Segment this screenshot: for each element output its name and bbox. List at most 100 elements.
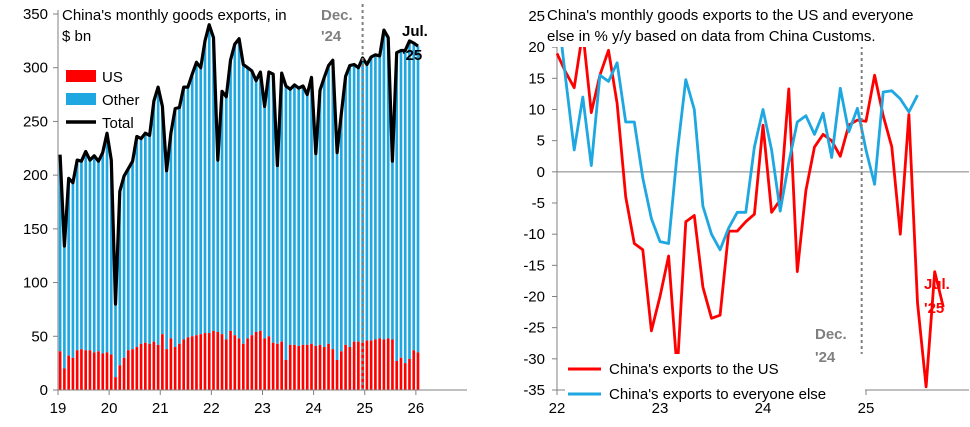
bar-other <box>114 304 117 378</box>
bar-us <box>403 363 407 390</box>
bar-us <box>416 352 420 390</box>
bar-other <box>67 178 70 356</box>
bar-other <box>190 74 194 337</box>
legend-swatch-us <box>66 70 96 82</box>
bar-us <box>254 331 258 390</box>
chart-title-line: China's monthly goods exports, in <box>62 7 287 24</box>
bar-us <box>131 349 134 390</box>
bar-us <box>335 359 339 390</box>
bar-us <box>144 342 147 390</box>
bar-other <box>144 133 147 343</box>
bar-us <box>382 339 386 390</box>
dec-24-annotation: Dec. <box>321 7 353 24</box>
bar-other <box>161 106 164 335</box>
legend-backing <box>565 354 865 402</box>
y-tick-label: -5 <box>532 195 545 212</box>
y-tick-label: 250 <box>23 113 48 130</box>
bar-other <box>331 60 335 350</box>
bar-other <box>216 160 220 332</box>
jul-25-annotation: '25 <box>402 47 422 64</box>
bar-us <box>233 335 237 390</box>
bar-us <box>263 338 266 390</box>
x-tick-label: 19 <box>50 400 67 417</box>
x-tick-label: 24 <box>755 400 772 417</box>
y-tick-label: 150 <box>23 221 48 238</box>
bar-us <box>156 344 160 390</box>
bar-other <box>412 43 416 351</box>
bar-us <box>190 336 194 390</box>
bar-other <box>395 52 399 361</box>
bar-us <box>327 343 330 390</box>
x-tick-label: 25 <box>356 400 373 417</box>
legend-swatch-other <box>66 93 96 105</box>
bar-other <box>178 107 181 344</box>
bar-us <box>203 333 207 390</box>
bar-us <box>148 343 151 390</box>
bar-us <box>288 344 292 390</box>
bar-other <box>374 54 377 340</box>
y-tick-label: 20 <box>528 39 545 56</box>
bar-us <box>139 343 143 390</box>
bar-other <box>335 152 339 360</box>
bar-other <box>169 133 173 339</box>
bar-other <box>229 60 232 331</box>
x-tick-label: 23 <box>254 400 271 417</box>
bar-us <box>399 357 403 390</box>
bar-us <box>84 350 88 390</box>
bar-us <box>310 343 313 390</box>
bar-us <box>220 334 224 390</box>
bar-us <box>71 357 75 390</box>
bar-us <box>67 355 70 390</box>
bar-us <box>212 330 215 390</box>
bar-other <box>139 138 143 344</box>
y-tick-label: 50 <box>31 328 48 345</box>
bar-other <box>403 50 407 364</box>
bar-us <box>369 340 373 390</box>
bar-other <box>267 72 271 337</box>
y-tick-label: -20 <box>523 289 545 306</box>
us-exports-line <box>555 30 945 389</box>
x-tick-label: 21 <box>152 400 169 417</box>
bar-other <box>310 77 313 344</box>
bar-other <box>339 113 343 352</box>
bar-other <box>314 153 318 346</box>
y-tick-label: 25 <box>528 8 545 25</box>
bar-us <box>114 377 117 390</box>
bar-other <box>254 80 258 332</box>
x-tick-label: 22 <box>203 400 220 417</box>
bar-us <box>169 338 173 390</box>
bar-other <box>165 170 168 350</box>
x-tick-label: 20 <box>101 400 118 417</box>
bar-us <box>284 359 288 390</box>
bar-other <box>284 85 288 360</box>
bar-us <box>199 334 203 390</box>
x-tick-label: 23 <box>652 400 669 417</box>
bar-other <box>352 64 356 342</box>
bar-us <box>118 365 122 390</box>
bar-other <box>173 108 177 348</box>
bar-us <box>101 353 105 390</box>
bar-us <box>391 339 394 390</box>
bar-other <box>246 67 249 339</box>
bar-other <box>301 85 305 345</box>
y-tick-label: 15 <box>528 70 545 87</box>
bar-other <box>263 106 266 339</box>
bar-other <box>199 67 203 335</box>
bar-us <box>135 347 139 390</box>
bar-us <box>314 345 318 390</box>
bar-other <box>369 56 373 341</box>
bar-other <box>327 65 330 344</box>
bar-us <box>271 342 275 390</box>
bar-other <box>233 44 237 336</box>
bar-us <box>122 357 126 390</box>
chart-title-line: $ bn <box>62 28 91 45</box>
bar-us <box>280 341 283 390</box>
bar-us <box>229 330 232 390</box>
x-tick-label: 25 <box>858 400 875 417</box>
bar-other <box>391 161 394 340</box>
bar-other <box>224 96 228 340</box>
bar-other <box>135 136 139 348</box>
